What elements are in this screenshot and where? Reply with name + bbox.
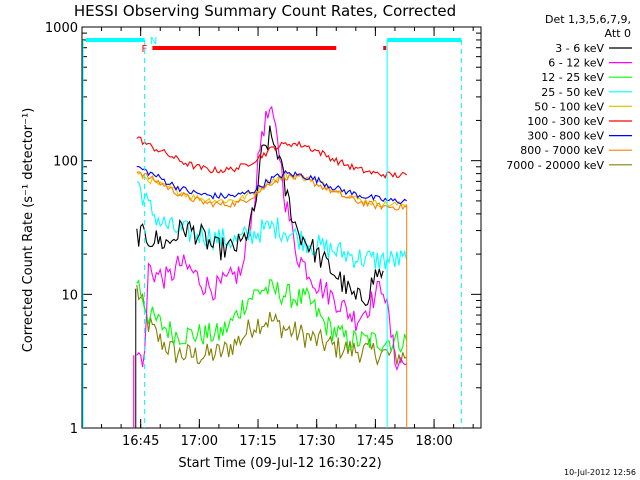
legend-label: 300 - 800 keV	[527, 130, 604, 143]
series-line-3	[136, 181, 408, 270]
x-tick-label: 17:00	[181, 434, 218, 449]
y-tick-label: 10	[61, 288, 78, 303]
y-axis-label: Corrected Count Rate (s⁻¹ detector⁻¹)	[21, 108, 36, 353]
series-line-8	[136, 285, 407, 367]
series-line-1	[136, 105, 407, 372]
x-tick-label: 17:15	[239, 434, 276, 449]
flags-layer: FN	[82, 36, 462, 428]
x-tick-label: 18:00	[415, 434, 452, 449]
y-tick-label: 1	[70, 422, 78, 437]
legend-label: 800 - 7000 keV	[520, 144, 604, 157]
legend-header: Det 1,3,5,6,7,9,	[545, 13, 631, 26]
series-line-2	[136, 279, 408, 354]
series-line-6	[136, 165, 408, 204]
legend-label: 12 - 25 keV	[541, 71, 604, 84]
legend-label: 7000 - 20000 keV	[506, 159, 604, 172]
legend-header: Att 0	[605, 27, 631, 40]
chart-title: HESSI Observing Summary Count Rates, Cor…	[74, 2, 456, 20]
x-tick-label: 17:45	[357, 434, 394, 449]
flag-n-label: N	[150, 36, 157, 47]
y-tick-label: 100	[53, 155, 78, 170]
legend: Det 1,3,5,6,7,9,Att 03 - 6 keV 6 - 12 keV…	[506, 13, 632, 172]
series-line-7	[136, 171, 407, 211]
series-layer	[133, 105, 408, 428]
footer-date: 10-Jul-2012 12:56	[564, 468, 636, 477]
legend-label: 100 - 300 keV	[527, 115, 604, 128]
legend-label: 3 - 6 keV	[555, 42, 604, 55]
series-line-5	[136, 136, 408, 179]
legend-label: 50 - 100 keV	[534, 100, 604, 113]
plot-area	[81, 26, 482, 429]
axis-ticks: 16:45 17:00 17:15 17:30 17:45 18:00 1 10 100 1000	[45, 21, 481, 449]
y-tick-label: 1000	[45, 21, 78, 36]
x-tick-label: 16:45	[122, 434, 159, 449]
legend-label: 6 - 12 keV	[548, 57, 604, 70]
plot-border	[81, 26, 482, 429]
x-tick-label: 17:30	[298, 434, 335, 449]
series-line-0	[136, 125, 384, 307]
legend-label: 25 - 50 keV	[541, 86, 604, 99]
x-axis-label: Start Time (09-Jul-12 16:30:22)	[178, 456, 381, 471]
